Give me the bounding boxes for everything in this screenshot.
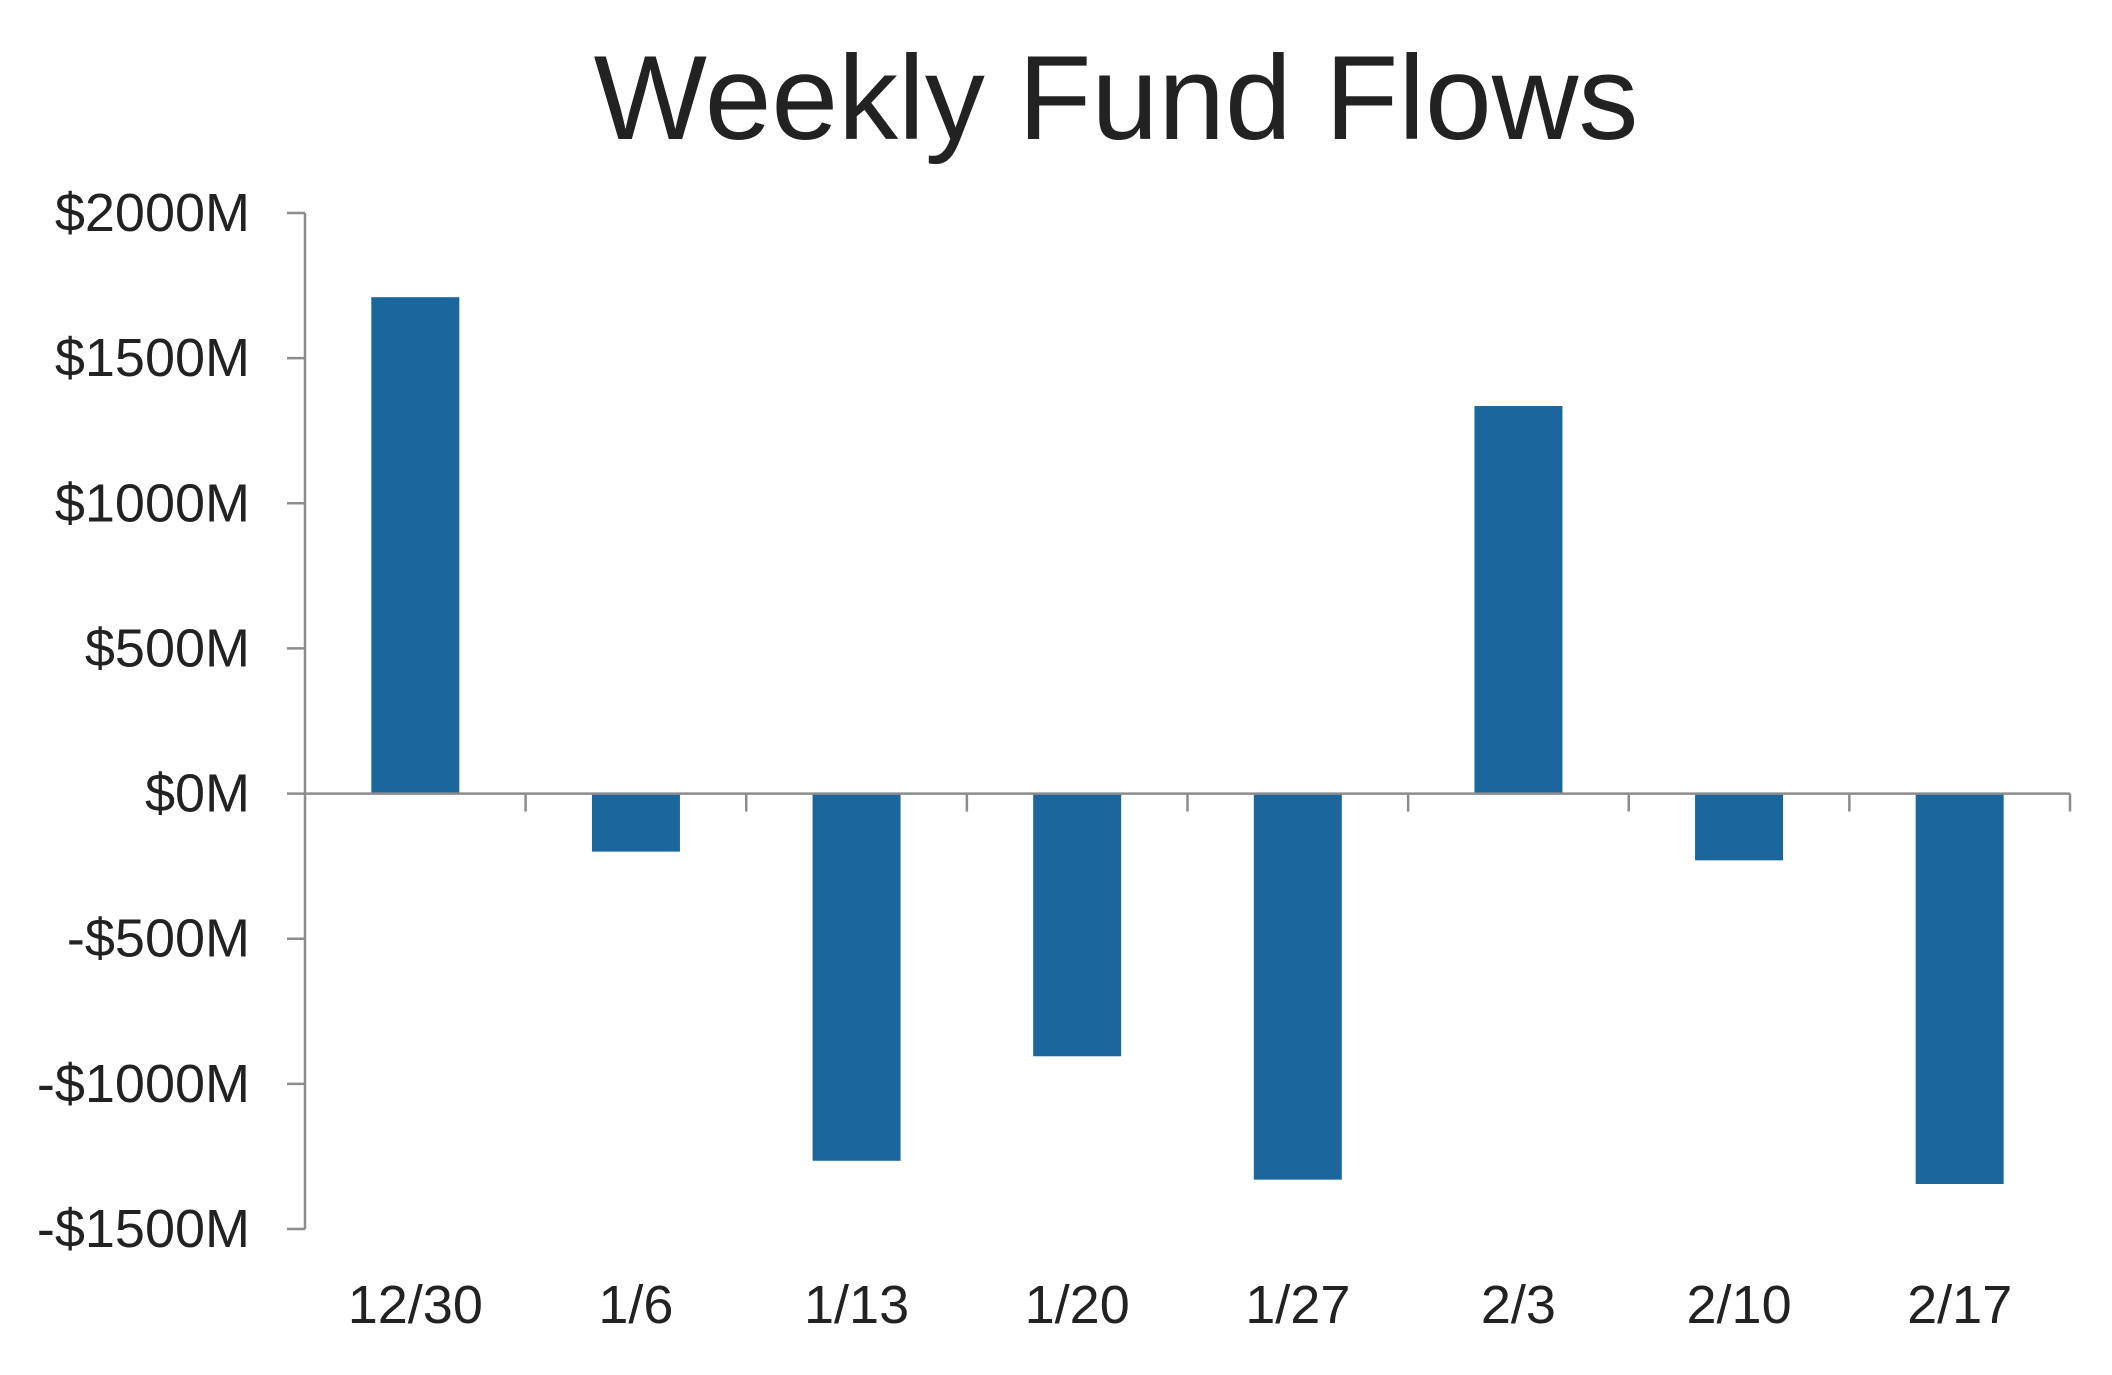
y-tick-label: $0M [145,764,250,824]
bars-group [371,297,2004,1185]
x-tick-label: 2/10 [1687,1275,1792,1335]
x-tick-labels-group: 12/30 1/6 1/13 1/20 1/27 2/3 2/10 2/17 [348,1275,2013,1335]
y-tick-label: -$1000M [37,1054,250,1114]
x-tick-label: 1/6 [598,1275,673,1335]
bar-2-17 [1915,793,2004,1185]
x-tick-label: 1/27 [1245,1275,1350,1335]
bar-12-30 [371,297,460,794]
y-tick-label: -$500M [67,909,250,969]
x-tick-label: 1/20 [1025,1275,1130,1335]
bar-2-10 [1695,793,1784,861]
x-tick-label: 1/13 [804,1275,909,1335]
x-tick-label: 2/3 [1481,1275,1556,1335]
axes-group [287,211,2072,1231]
x-tick-label: 2/17 [1907,1275,2012,1335]
y-tick-label: $2000M [55,183,250,243]
chart-title: Weekly Fund Flows [593,31,1639,165]
bar-2-3 [1474,406,1563,794]
y-tick-label: $1500M [55,328,250,388]
bar-1-27 [1253,793,1342,1180]
y-tick-labels-group: $2000M $1500M $1000M $500M $0M -$500M -$1000M -… [37,183,250,1259]
bar-1-13 [812,793,901,1161]
bar-1-6 [591,793,680,852]
y-tick-label: $1000M [55,473,250,533]
bar-1-20 [1033,793,1122,1057]
y-tick-label: -$1500M [37,1199,250,1259]
y-tick-label: $500M [85,618,250,678]
x-tick-label: 12/30 [348,1275,483,1335]
